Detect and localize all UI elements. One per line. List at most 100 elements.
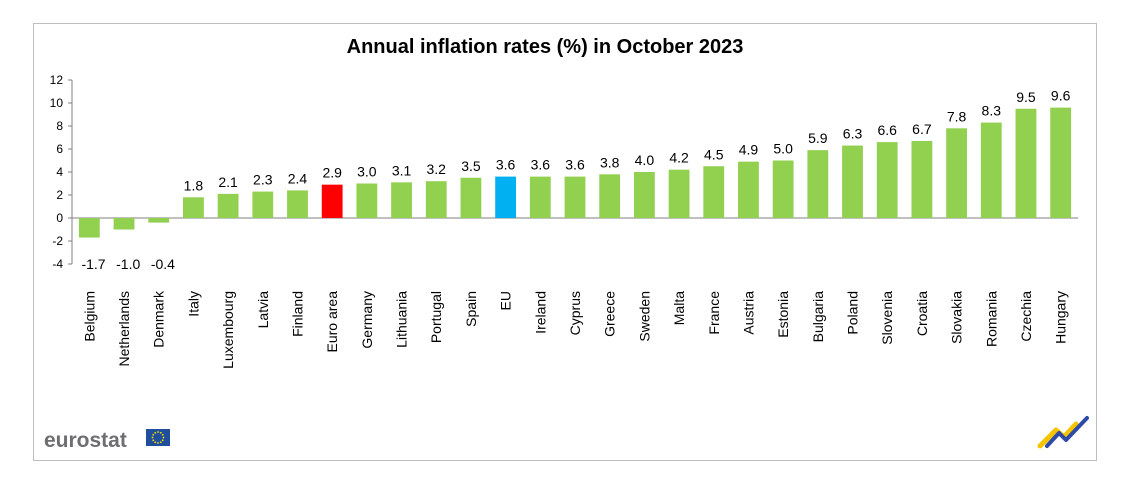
data-label: 3.0: [357, 164, 377, 180]
bar: [772, 160, 794, 218]
brand-name: eurostat: [44, 429, 127, 452]
category-label: Italy: [185, 291, 201, 317]
bar: [460, 177, 482, 218]
bars: [78, 107, 1072, 238]
category-label: Bulgaria: [810, 291, 826, 343]
data-label: 5.9: [808, 130, 828, 146]
y-tick-label: 10: [50, 96, 64, 110]
bar: [1050, 107, 1072, 218]
data-label: 9.5: [1016, 89, 1036, 105]
data-label: 6.6: [877, 122, 897, 138]
data-label: 7.8: [947, 108, 967, 124]
bar: [391, 182, 412, 218]
category-label: Ireland: [532, 291, 548, 334]
category-label: Finland: [289, 291, 305, 337]
bar: [78, 218, 100, 238]
data-label: 3.6: [531, 157, 551, 173]
bar: [183, 197, 204, 218]
y-tick-label: 12: [50, 73, 64, 87]
data-label: -1.7: [81, 256, 105, 272]
category-label: Belgium: [81, 291, 97, 342]
data-label: 4.2: [669, 150, 689, 166]
category-label: Hungary: [1053, 291, 1069, 344]
data-label: -0.4: [151, 256, 175, 272]
bar: [148, 218, 170, 223]
bar: [356, 183, 378, 218]
data-label: 3.8: [600, 154, 620, 170]
data-label: -1.0: [116, 256, 140, 272]
data-label: 2.1: [218, 174, 238, 190]
bar: [668, 169, 690, 218]
category-labels: Belgium Netherlands Denmark Italy Luxembourg…: [81, 290, 1068, 369]
category-label: Slovenia: [879, 291, 895, 345]
flag-star: [151, 436, 154, 439]
bar: [738, 161, 759, 218]
eu-flag-icon: [146, 429, 170, 446]
bar: [599, 174, 621, 218]
flag-star: [161, 439, 164, 442]
category-label: EU: [498, 291, 514, 310]
eurostat-swoosh-icon: [1037, 416, 1089, 449]
category-label: Latvia: [255, 291, 271, 329]
data-label: 2.4: [288, 170, 308, 186]
category-label: Euro area: [324, 291, 340, 353]
category-label: Spain: [463, 291, 479, 327]
flag-star: [162, 436, 165, 439]
bar: [1015, 108, 1037, 218]
bar: [946, 128, 967, 218]
data-label: 9.6: [1051, 88, 1071, 104]
category-label: Poland: [845, 291, 861, 335]
flag-star: [161, 433, 164, 436]
bar: [287, 190, 308, 218]
flag-star: [154, 441, 157, 444]
data-label: 3.2: [427, 161, 447, 177]
flag-star: [157, 442, 159, 444]
y-tick-label: 6: [56, 142, 63, 156]
bar: [703, 166, 725, 218]
flag-star: [154, 431, 157, 434]
category-label: Slovakia: [949, 291, 965, 344]
data-label: 4.0: [635, 152, 655, 168]
bar: [217, 193, 239, 218]
y-tick-label: 2: [56, 188, 63, 202]
bar: [529, 176, 551, 218]
bar: [425, 181, 447, 218]
bar: [842, 145, 863, 218]
data-label: 1.8: [184, 177, 204, 193]
category-label: Czechia: [1018, 291, 1034, 342]
data-labels: -1.7 -1.0 -0.4 1.8 2.1 2.3 2.4 2.9 3.0 3.1 3.2 3.5 3…: [81, 88, 1070, 272]
category-label: Denmark: [151, 290, 167, 348]
category-label: Austria: [740, 291, 756, 335]
y-axis: -4 -2 0 2 4 6 8 10 12: [50, 73, 73, 271]
category-label: Lithuania: [394, 291, 410, 348]
y-tick-label: -2: [52, 234, 63, 248]
category-label: Estonia: [775, 291, 791, 338]
bar: [633, 172, 655, 218]
category-label: Romania: [983, 291, 999, 347]
data-label: 6.7: [912, 121, 932, 137]
category-label: Portugal: [428, 291, 444, 343]
eurostat-logo: eurostat: [44, 429, 170, 452]
bar: [321, 184, 343, 218]
category-label: Greece: [602, 291, 618, 337]
category-label: Sweden: [636, 291, 652, 342]
data-label: 3.5: [461, 158, 481, 174]
data-label: 5.0: [773, 141, 793, 157]
category-label: France: [706, 291, 722, 335]
chart-title: Annual inflation rates (%) in October 20…: [347, 36, 744, 58]
category-label: Malta: [671, 291, 687, 325]
data-label: 2.3: [253, 172, 273, 188]
flag-star: [152, 433, 155, 436]
category-label: Germany: [359, 291, 375, 349]
flag-star: [159, 431, 162, 434]
y-tick-label: -4: [52, 257, 63, 271]
chart-frame: [33, 23, 1097, 461]
bar: [980, 122, 1002, 218]
y-tick-label: 0: [56, 211, 63, 225]
bar: [252, 191, 274, 218]
bar: [876, 142, 898, 218]
bar: [495, 176, 517, 218]
bar: [911, 140, 933, 218]
flag-star: [152, 439, 155, 442]
